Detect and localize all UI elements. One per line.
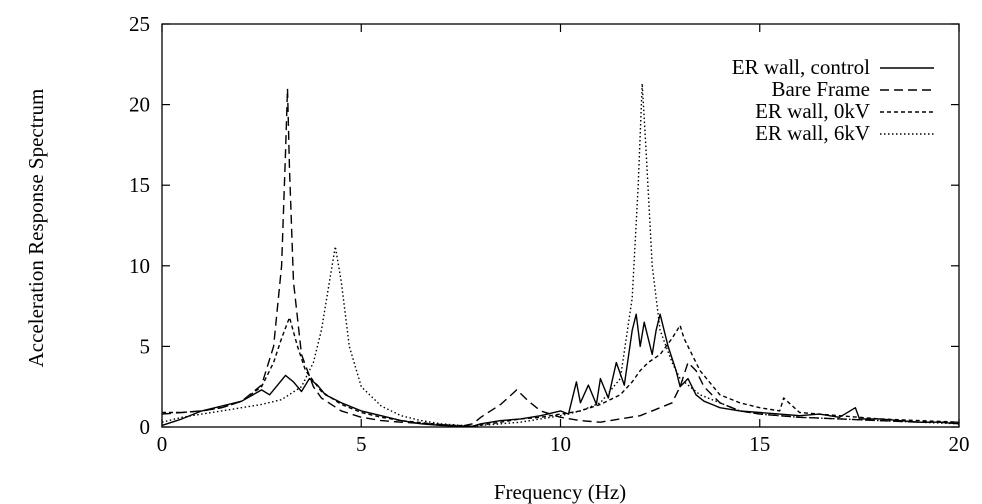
- y-axis-label: Acceleration Response Spectrum: [24, 89, 48, 368]
- legend-label: ER wall, control: [732, 55, 870, 79]
- x-tick-label: 5: [356, 432, 367, 456]
- x-tick-label: 20: [949, 432, 970, 456]
- legend-label: Bare Frame: [771, 77, 870, 101]
- series-layer: [161, 82, 960, 427]
- x-tick-label: 10: [550, 432, 571, 456]
- y-tick-label: 10: [129, 254, 150, 278]
- x-tick-label: 15: [749, 432, 770, 456]
- y-tick-label: 5: [140, 334, 151, 358]
- series-line-1: [161, 313, 960, 427]
- y-tick-label: 25: [129, 12, 150, 36]
- series-line-3: [162, 316, 960, 427]
- legend-label: ER wall, 0kV: [755, 99, 870, 123]
- y-tick-label: 0: [140, 415, 151, 439]
- axis-layer: 0 5 10 15 20 0 5 10 15 20 25: [129, 12, 970, 456]
- x-axis-label: Frequency (Hz): [494, 480, 626, 504]
- series-line-2: [161, 87, 959, 427]
- y-tick-label: 20: [129, 93, 150, 117]
- x-tick-label: 0: [157, 432, 168, 456]
- legend-label: ER wall, 6kV: [755, 121, 870, 145]
- y-tick-label: 15: [129, 173, 150, 197]
